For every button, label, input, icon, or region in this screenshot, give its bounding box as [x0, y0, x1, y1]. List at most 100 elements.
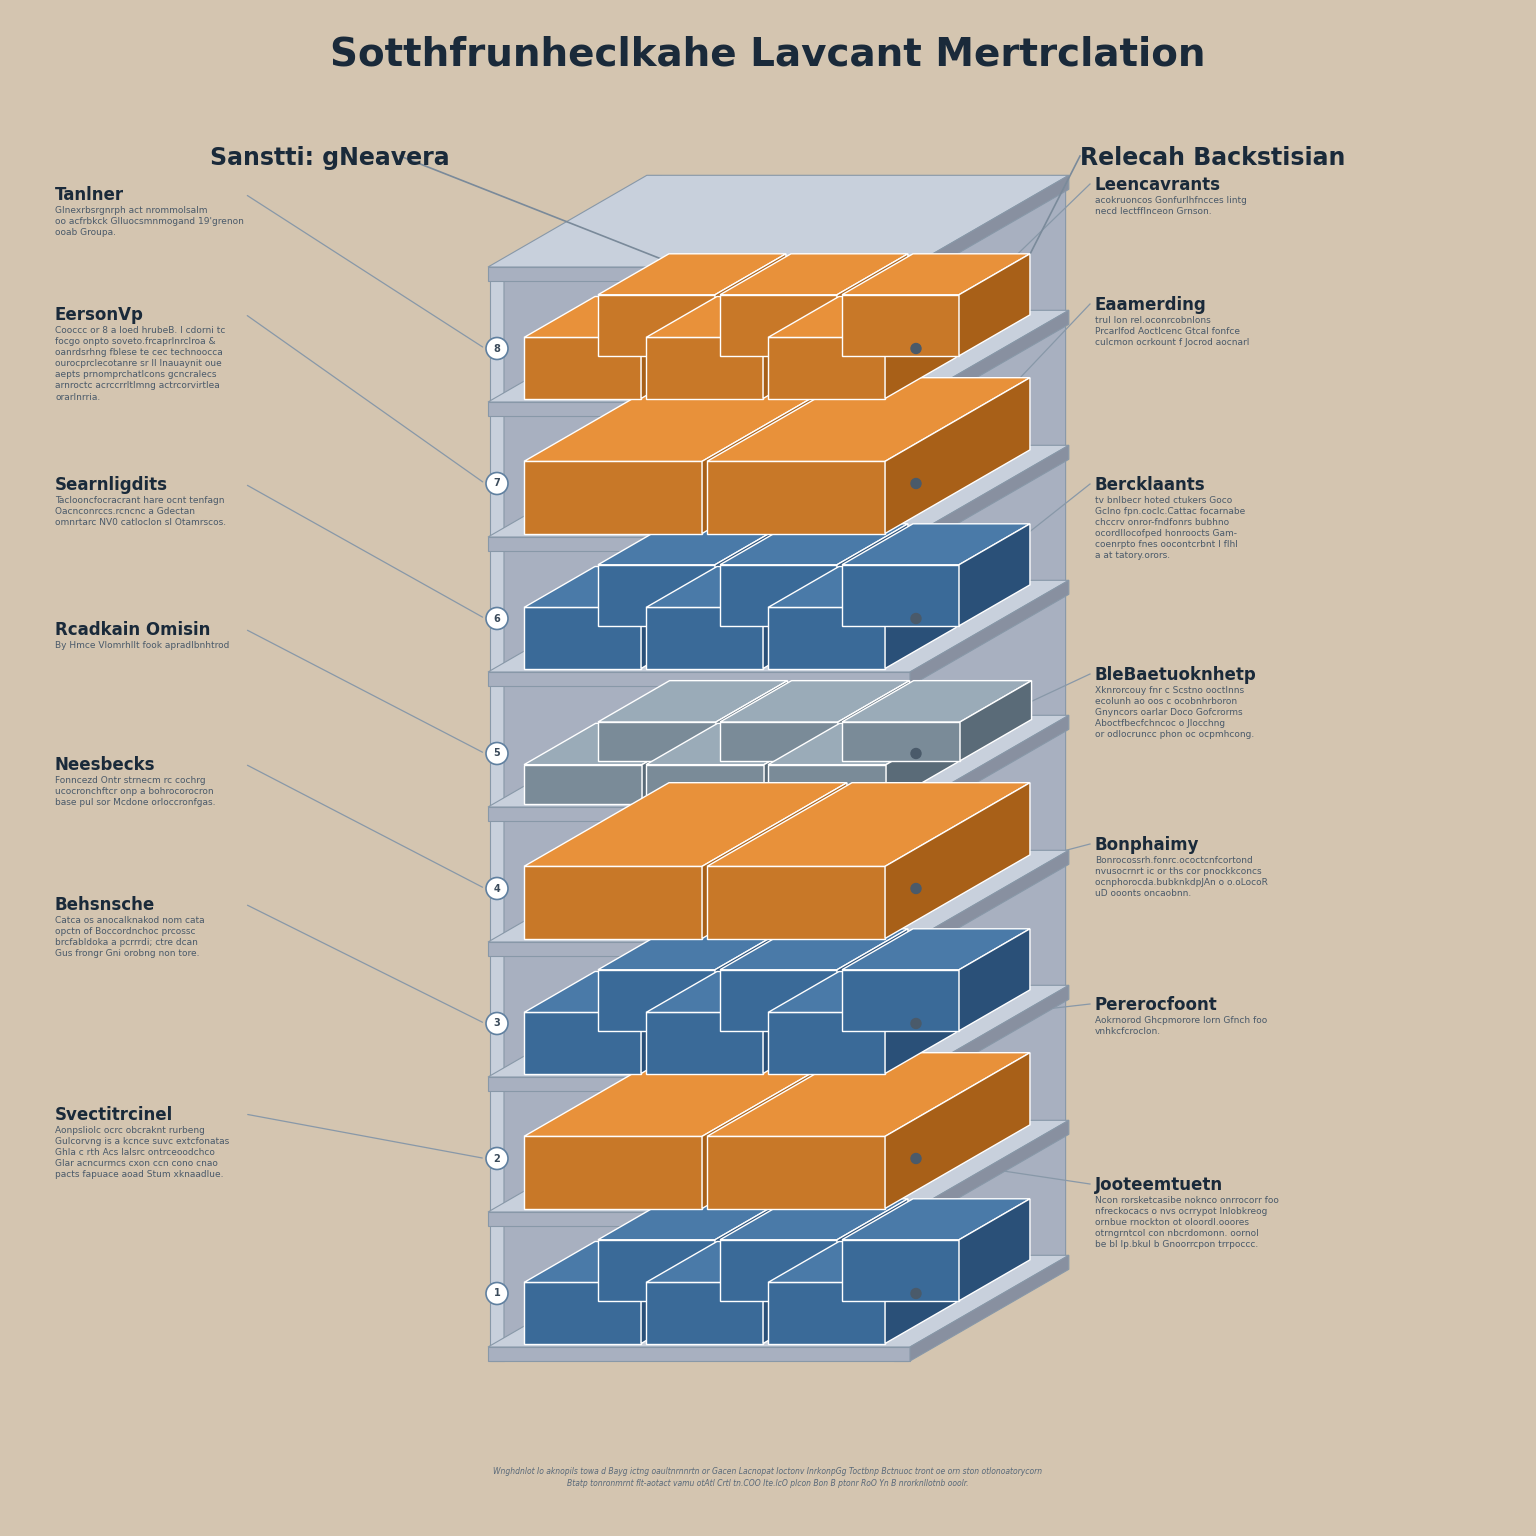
Circle shape	[911, 613, 922, 624]
Polygon shape	[524, 971, 713, 1012]
Polygon shape	[524, 378, 846, 461]
Polygon shape	[647, 1241, 834, 1283]
Polygon shape	[490, 267, 504, 1361]
Polygon shape	[894, 267, 908, 1361]
Text: trul lon rel.oconrcobnlons
Prcarlfod Aoctlcenc Gtcal fonfce
culcmon ocrkount f J: trul lon rel.oconrcobnlons Prcarlfod Aoc…	[1095, 316, 1249, 347]
Text: Glnexrbsrgnrph act nrommolsalm
oo acfrbkck Glluocsmnmogand 19'grenon
ooab Groupa: Glnexrbsrgnrph act nrommolsalm oo acfrbk…	[55, 206, 244, 237]
Text: Svectitrcinel: Svectitrcinel	[55, 1106, 174, 1124]
Text: 3: 3	[493, 1018, 501, 1029]
Text: EersonVp: EersonVp	[55, 306, 144, 324]
Polygon shape	[598, 1240, 716, 1301]
Polygon shape	[647, 296, 834, 338]
Text: tv bnlbecr hoted ctukers Goco
Gclno fpn.coclc.Cattac focarnabe
chccrv onror-fndf: tv bnlbecr hoted ctukers Goco Gclno fpn.…	[1095, 496, 1246, 561]
Polygon shape	[885, 296, 955, 398]
Polygon shape	[641, 971, 713, 1074]
Polygon shape	[716, 929, 786, 1031]
Polygon shape	[707, 378, 1031, 461]
Polygon shape	[763, 971, 834, 1074]
Polygon shape	[488, 267, 909, 281]
Polygon shape	[488, 402, 909, 416]
Polygon shape	[524, 1012, 641, 1074]
Polygon shape	[598, 969, 716, 1031]
Text: Neesbecks: Neesbecks	[55, 756, 155, 774]
Text: Leencavrants: Leencavrants	[1095, 177, 1221, 194]
Circle shape	[911, 1018, 922, 1029]
Polygon shape	[842, 929, 1031, 969]
Polygon shape	[842, 722, 960, 760]
Polygon shape	[958, 524, 1031, 625]
Polygon shape	[524, 338, 641, 398]
Text: Rcadkain Omisin: Rcadkain Omisin	[55, 621, 210, 639]
Text: 4: 4	[493, 883, 501, 894]
Polygon shape	[837, 929, 908, 1031]
Polygon shape	[720, 1198, 908, 1240]
Polygon shape	[763, 723, 836, 803]
Text: Tanlner: Tanlner	[55, 186, 124, 204]
Text: Taclooncfocracrant hare ocnt tenfagn
Oacnconrccs.rcncnc a Gdectan
omnrtarc NV0 c: Taclooncfocracrant hare ocnt tenfagn Oac…	[55, 496, 226, 527]
Circle shape	[485, 473, 508, 495]
Polygon shape	[488, 1255, 1069, 1347]
Polygon shape	[909, 445, 1069, 551]
Polygon shape	[763, 296, 834, 398]
Text: Bonphaimy: Bonphaimy	[1095, 836, 1200, 854]
Polygon shape	[641, 567, 713, 668]
Polygon shape	[837, 1198, 908, 1301]
Polygon shape	[720, 295, 837, 356]
Polygon shape	[642, 723, 714, 803]
Text: Behsnsche: Behsnsche	[55, 895, 155, 914]
Circle shape	[911, 748, 922, 759]
Polygon shape	[768, 1241, 955, 1283]
Polygon shape	[908, 177, 1066, 1361]
Text: Bercklaants: Bercklaants	[1095, 476, 1206, 495]
Text: Sanstti: gNeavera: Sanstti: gNeavera	[210, 146, 450, 170]
Text: 6: 6	[493, 613, 501, 624]
Text: Catca os anocalknakod nom cata
opctn of Boccordnchoc prcossc
brcfabldoka a pcrrr: Catca os anocalknakod nom cata opctn of …	[55, 915, 204, 958]
Polygon shape	[641, 1241, 713, 1344]
Polygon shape	[960, 680, 1032, 760]
Polygon shape	[702, 378, 846, 533]
Polygon shape	[647, 1012, 763, 1074]
Polygon shape	[598, 680, 788, 722]
Polygon shape	[488, 851, 1069, 942]
Polygon shape	[488, 942, 909, 955]
Text: Fonncezd Ontr strnecm rc cochrg
ucocronchftcr onp a bohrocorocron
base pul sor M: Fonncezd Ontr strnecm rc cochrg ucocronc…	[55, 776, 215, 808]
Circle shape	[485, 1147, 508, 1169]
Text: 8: 8	[493, 344, 501, 353]
Polygon shape	[909, 175, 1069, 281]
Polygon shape	[524, 1241, 713, 1283]
Polygon shape	[488, 1120, 1069, 1212]
Circle shape	[485, 742, 508, 765]
Polygon shape	[720, 680, 909, 722]
Polygon shape	[716, 680, 788, 760]
Polygon shape	[720, 524, 908, 565]
Text: 7: 7	[493, 479, 501, 488]
Polygon shape	[524, 461, 702, 533]
Polygon shape	[842, 680, 1032, 722]
Polygon shape	[488, 581, 1069, 673]
Polygon shape	[894, 177, 1066, 267]
Polygon shape	[524, 866, 702, 938]
Polygon shape	[598, 295, 716, 356]
Polygon shape	[720, 253, 908, 295]
Circle shape	[911, 1154, 922, 1163]
Text: Pererocfoont: Pererocfoont	[1095, 995, 1218, 1014]
Polygon shape	[598, 565, 716, 625]
Polygon shape	[768, 1283, 885, 1344]
Polygon shape	[488, 716, 1069, 806]
Polygon shape	[488, 310, 1069, 402]
Circle shape	[485, 1012, 508, 1035]
Polygon shape	[885, 378, 1031, 533]
Polygon shape	[763, 1241, 834, 1344]
Polygon shape	[707, 1137, 885, 1209]
Polygon shape	[598, 524, 786, 565]
Polygon shape	[842, 969, 958, 1031]
Polygon shape	[768, 607, 885, 668]
Polygon shape	[842, 295, 958, 356]
Polygon shape	[837, 524, 908, 625]
Polygon shape	[524, 1137, 702, 1209]
Polygon shape	[598, 722, 716, 760]
Polygon shape	[842, 1240, 958, 1301]
Polygon shape	[524, 567, 713, 607]
Polygon shape	[720, 969, 837, 1031]
Polygon shape	[909, 1255, 1069, 1361]
